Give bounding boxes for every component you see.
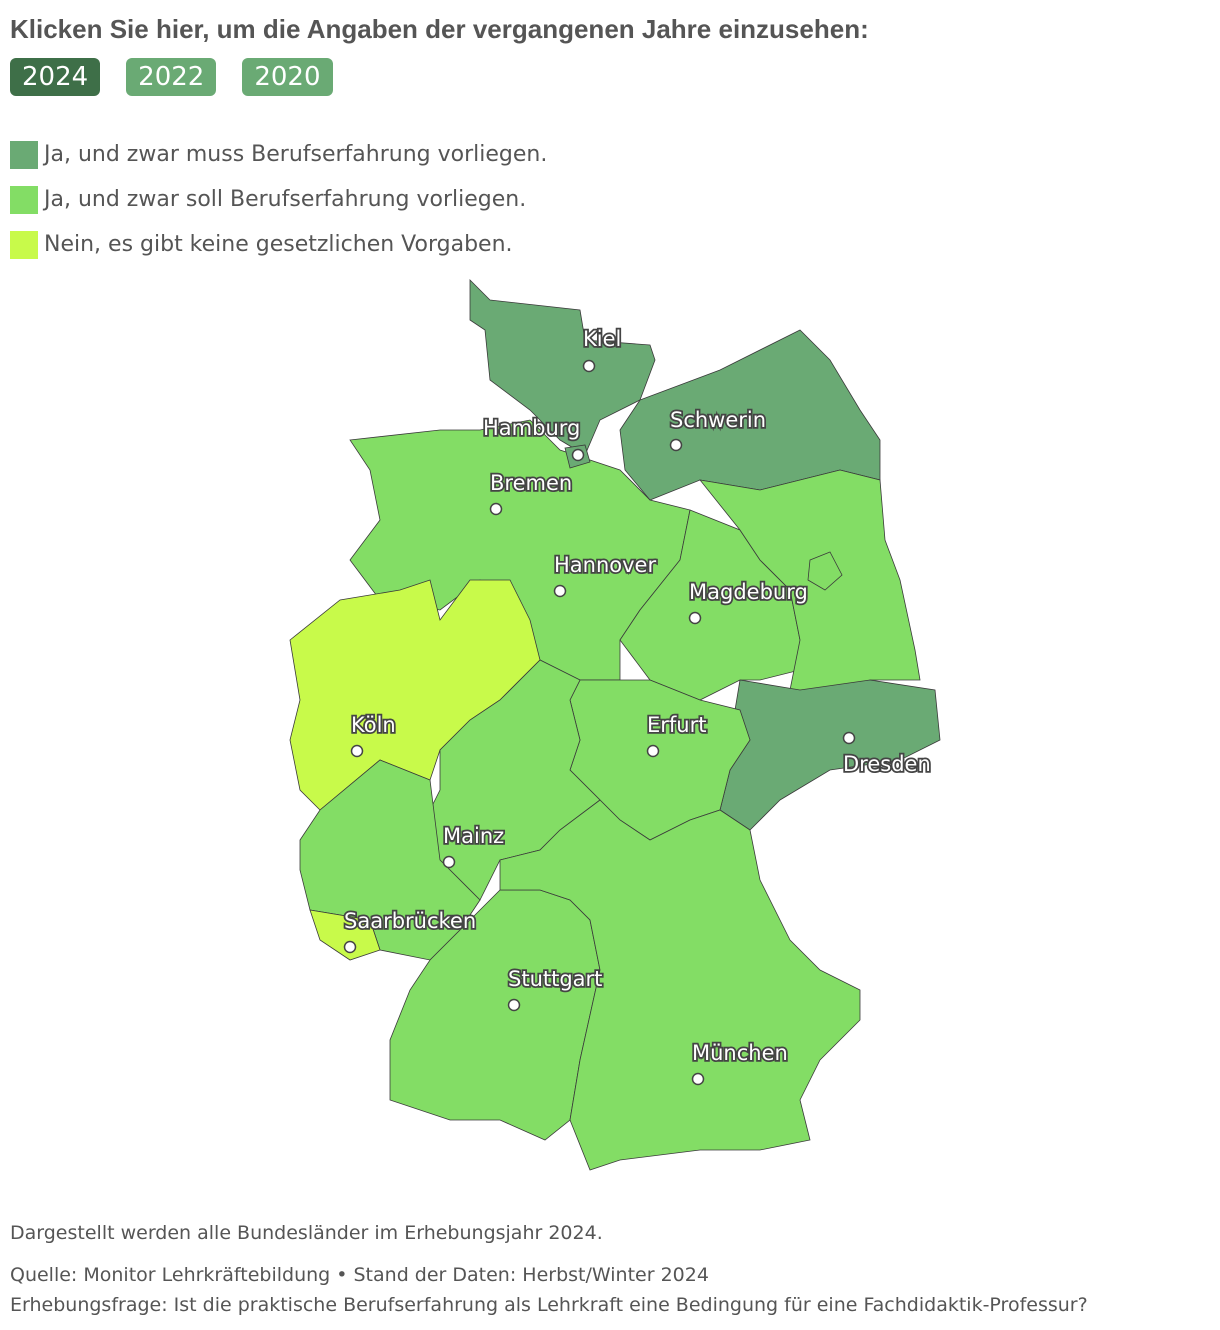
city-dot: [669, 438, 683, 452]
city-dot: [688, 611, 702, 625]
city-dot: [691, 1072, 705, 1086]
city-label: Bremen: [490, 471, 572, 495]
city-label: Mainz: [443, 824, 504, 848]
year-buttons: 2024 2022 2020: [10, 58, 333, 96]
city-label: Magdeburg: [689, 580, 808, 604]
state[interactable]: [807, 551, 843, 591]
footer-source: Quelle: Monitor Lehrkräftebildung • Stan…: [10, 1264, 709, 1286]
city-dot: [507, 998, 521, 1012]
legend-item: Nein, es gibt keine gesetzlichen Vorgabe…: [10, 222, 547, 267]
city-label: Köln: [351, 713, 396, 737]
city-label: Dresden: [843, 752, 931, 776]
city-dot: [646, 744, 660, 758]
legend-swatch: [10, 185, 38, 214]
footer-note: Dargestellt werden alle Bundesländer im …: [10, 1222, 603, 1244]
city-dot: [842, 731, 856, 745]
map: Kiel Hamburg Schwerin Bremen Hannover Magdebu…: [289, 279, 941, 1171]
legend-swatch: [10, 140, 38, 169]
year-button[interactable]: 2020: [242, 58, 333, 96]
state[interactable]: [699, 469, 921, 701]
state[interactable]: [349, 419, 691, 681]
legend: Ja, und zwar muss Berufserfahrung vorlie…: [10, 132, 547, 267]
city-label: Hamburg: [483, 416, 580, 440]
legend-swatch: [10, 230, 38, 259]
city-dot: [489, 502, 503, 516]
city-dot: [442, 855, 456, 869]
legend-label: Nein, es gibt keine gesetzlichen Vorgabe…: [44, 232, 513, 257]
city-dot: [571, 448, 585, 462]
city-dot: [553, 584, 567, 598]
city-label: Hannover: [554, 553, 656, 577]
footer-question: Erhebungsfrage: Ist die praktische Beruf…: [10, 1294, 1088, 1316]
year-button[interactable]: 2022: [126, 58, 217, 96]
state[interactable]: [499, 799, 861, 1171]
legend-item: Ja, und zwar soll Berufserfahrung vorlie…: [10, 177, 547, 222]
legend-item: Ja, und zwar muss Berufserfahrung vorlie…: [10, 132, 547, 177]
city-dot: [350, 744, 364, 758]
city-label: Saarbrücken: [344, 909, 476, 933]
legend-label: Ja, und zwar muss Berufserfahrung vorlie…: [44, 142, 548, 167]
city-label: Kiel: [583, 327, 621, 351]
city-dot: [343, 940, 357, 954]
city-label: Schwerin: [670, 408, 766, 432]
city-dot: [582, 359, 596, 373]
state[interactable]: [469, 279, 656, 456]
legend-label: Ja, und zwar soll Berufserfahrung vorlie…: [44, 187, 527, 212]
title: Klicken Sie hier, um die Angaben der ver…: [10, 14, 869, 44]
state[interactable]: [309, 909, 381, 961]
year-button[interactable]: 2024: [10, 58, 101, 96]
city-label: München: [692, 1041, 788, 1065]
city-label: Erfurt: [647, 713, 706, 737]
city-label: Stuttgart: [508, 967, 602, 991]
cities: Kiel Hamburg Schwerin Bremen Hannover Magdebu…: [342, 325, 933, 1086]
